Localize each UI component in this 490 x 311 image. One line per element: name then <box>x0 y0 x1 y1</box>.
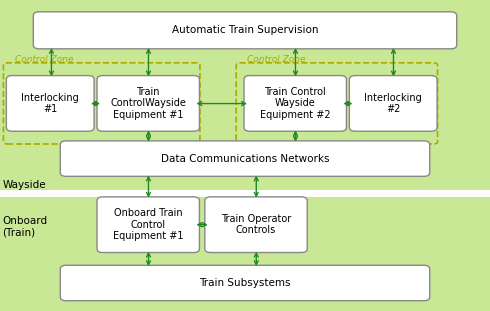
FancyBboxPatch shape <box>60 141 430 176</box>
Text: Train Subsystems: Train Subsystems <box>199 278 291 288</box>
FancyBboxPatch shape <box>97 76 199 131</box>
FancyBboxPatch shape <box>6 76 94 131</box>
Text: Onboard Train
Control
Equipment #1: Onboard Train Control Equipment #1 <box>113 208 183 241</box>
Text: Onboard
(Train): Onboard (Train) <box>2 216 48 238</box>
Text: Data Communications Networks: Data Communications Networks <box>161 154 329 164</box>
FancyBboxPatch shape <box>60 265 430 301</box>
Text: Wayside: Wayside <box>2 180 46 190</box>
FancyBboxPatch shape <box>97 197 199 253</box>
Text: Control Zone: Control Zone <box>247 55 306 64</box>
Text: Interlocking
#2: Interlocking #2 <box>365 93 422 114</box>
Text: Control Zone: Control Zone <box>15 55 73 64</box>
FancyBboxPatch shape <box>349 76 437 131</box>
Text: Train Control
Wayside
Equipment #2: Train Control Wayside Equipment #2 <box>260 87 331 120</box>
FancyBboxPatch shape <box>205 197 307 253</box>
Text: Train Operator
Controls: Train Operator Controls <box>221 214 291 235</box>
FancyBboxPatch shape <box>244 76 346 131</box>
Text: Train
ControlWayside
Equipment #1: Train ControlWayside Equipment #1 <box>110 87 186 120</box>
FancyBboxPatch shape <box>33 12 457 49</box>
Text: Automatic Train Supervision: Automatic Train Supervision <box>172 25 318 35</box>
Text: Interlocking
#1: Interlocking #1 <box>22 93 79 114</box>
